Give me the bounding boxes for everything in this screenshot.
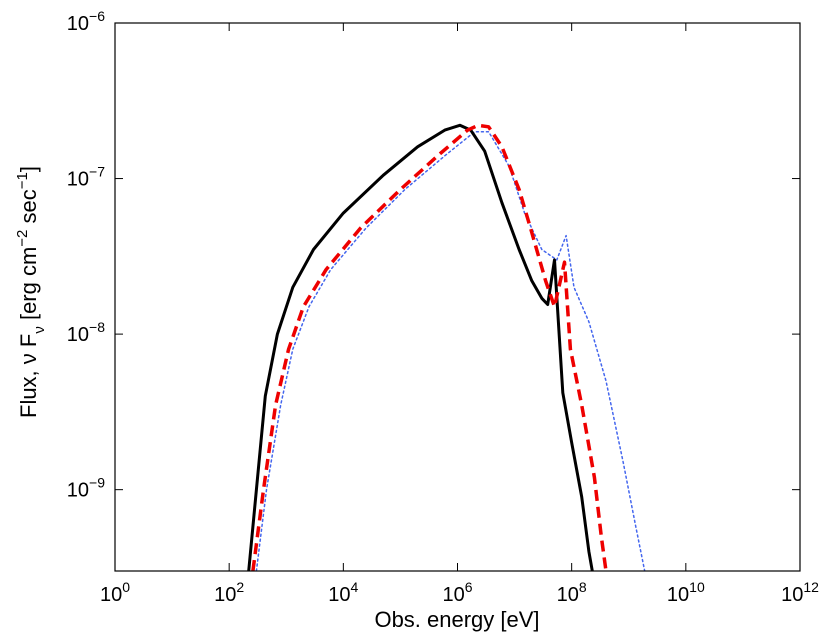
y-tick-base: 10 bbox=[67, 324, 89, 346]
x-tick-base: 10 bbox=[328, 584, 350, 606]
series-solid-line bbox=[247, 123, 594, 571]
x-tick-base: 10 bbox=[442, 584, 464, 606]
y-tick-label: 10−7 bbox=[67, 164, 105, 191]
y-tick-label: 10−6 bbox=[67, 8, 105, 35]
y-axis-label: Flux, ν Fν [erg cm−2 sec−1] bbox=[14, 166, 48, 418]
x-tick-exp: 0 bbox=[122, 579, 130, 595]
y-tick-base: 10 bbox=[67, 169, 89, 191]
x-tick-label: 100 bbox=[100, 579, 130, 606]
x-tick-label: 102 bbox=[214, 579, 244, 606]
x-tick-exp: 4 bbox=[351, 579, 359, 595]
plot-frame bbox=[114, 22, 801, 572]
y-axis-label-exp2: −1 bbox=[14, 172, 31, 189]
x-axis-label: Obs. energy [eV] bbox=[374, 607, 539, 632]
x-tick-exp: 10 bbox=[689, 579, 705, 595]
y-tick-base: 10 bbox=[67, 13, 89, 35]
y-tick-exp: −6 bbox=[89, 8, 105, 24]
y-axis-label-unit-close: ] bbox=[16, 166, 41, 172]
tick-marks bbox=[114, 22, 801, 571]
y-tick-exp: −8 bbox=[89, 319, 105, 335]
y-tick-label: 10−8 bbox=[67, 319, 105, 346]
x-tick-exp: 12 bbox=[803, 579, 819, 595]
y-tick-base: 10 bbox=[67, 480, 89, 502]
y-tick-exp: −7 bbox=[89, 164, 105, 180]
x-tick-exp: 8 bbox=[579, 579, 587, 595]
x-tick-exp: 2 bbox=[236, 579, 244, 595]
x-tick-label: 1010 bbox=[667, 579, 705, 606]
curves bbox=[247, 123, 646, 571]
y-axis-label-sub: ν bbox=[31, 326, 48, 334]
x-tick-base: 10 bbox=[781, 584, 803, 606]
y-axis-label-main: Flux, ν F bbox=[16, 334, 41, 418]
x-tick-exp: 6 bbox=[465, 579, 473, 595]
series-dashed-line bbox=[251, 123, 608, 571]
x-tick-label: 104 bbox=[328, 579, 358, 606]
x-tick-base: 10 bbox=[557, 584, 579, 606]
x-tick-label: 1012 bbox=[781, 579, 819, 606]
y-tick-label: 10−9 bbox=[67, 475, 105, 502]
series-dotted-line bbox=[255, 130, 646, 571]
y-tick-exp: −9 bbox=[89, 475, 105, 491]
y-axis-label-unit-open: [erg cm bbox=[16, 247, 41, 326]
x-tick-base: 10 bbox=[100, 584, 122, 606]
x-tick-label: 106 bbox=[442, 579, 472, 606]
x-tick-label: 108 bbox=[557, 579, 587, 606]
y-axis-label-unit-mid: sec bbox=[16, 189, 41, 229]
x-tick-base: 10 bbox=[214, 584, 236, 606]
y-axis-label-exp1: −2 bbox=[14, 230, 31, 247]
x-tick-base: 10 bbox=[667, 584, 689, 606]
